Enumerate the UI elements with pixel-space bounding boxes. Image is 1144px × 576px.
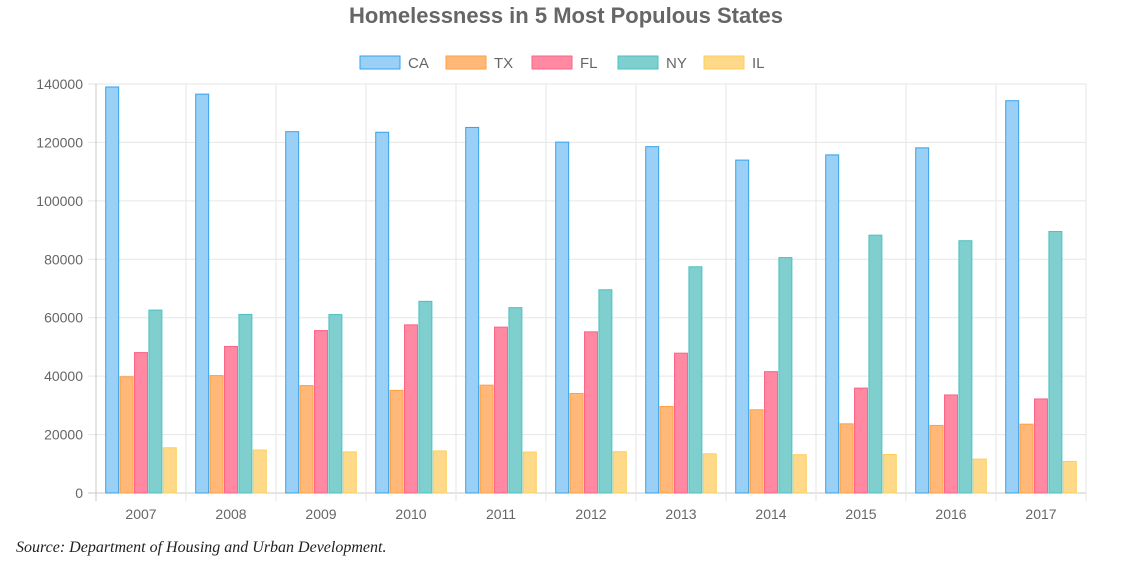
legend-swatch-il [703,55,745,70]
x-tick-label: 2011 [486,506,516,522]
y-tick-label: 40000 [44,368,83,384]
bar-tx-2009 [299,385,314,494]
bar-il-2007 [162,447,177,494]
bar-ny-2009 [328,314,343,494]
bar-ca-2007 [105,86,120,494]
bar-tx-2015 [839,423,854,494]
bar-tx-2010 [389,389,404,494]
x-tick-label: 2017 [1025,506,1056,522]
x-tick-label: 2016 [935,506,966,522]
bar-tx-2012 [569,393,584,494]
bar-fl-2009 [314,330,328,494]
x-tick-label: 2009 [305,506,336,522]
gridlines [88,83,1087,501]
bar-il-2016 [972,458,987,494]
bar-tx-2011 [479,384,494,494]
legend-label-ca: CA [408,55,429,72]
bar-fl-2017 [1034,398,1048,494]
x-tick-label: 2015 [845,506,876,522]
legend-label-tx: TX [494,55,513,72]
legend: CA TX FL NY IL [359,55,765,72]
bar-ny-2007 [148,309,163,494]
bar-ca-2015 [825,154,840,494]
y-tick-label: 140000 [36,76,83,92]
bar-ny-2014 [778,257,793,494]
legend-swatch-fl [531,55,573,70]
y-tick-label: 120000 [36,134,83,150]
y-tick-label: 20000 [44,427,83,443]
bar-il-2010 [432,450,447,494]
chart-title: Homelessness in 5 Most Populous States [349,3,783,28]
bar-ny-2012 [598,289,613,494]
bar-fl-2011 [494,326,508,494]
y-axis: 0 20000 40000 60000 80000 100000 120000 140000 [36,76,83,501]
bar-fl-2013 [674,352,688,494]
bar-il-2011 [522,451,537,494]
bar-ny-2011 [508,307,523,494]
bar-ca-2011 [465,126,480,494]
bar-ca-2017 [1005,100,1020,494]
bar-tx-2014 [749,409,764,494]
y-tick-label: 60000 [44,310,83,326]
x-tick-label: 2013 [665,506,696,522]
chart: Homelessness in 5 Most Populous States C… [36,3,1087,522]
bar-il-2008 [252,449,267,494]
bar-ca-2013 [645,146,660,494]
source-note: Source: Department of Housing and Urban … [16,539,387,556]
bar-il-2014 [792,454,807,494]
bar-il-2009 [342,451,357,494]
bar-fl-2014 [764,371,778,494]
bar-tx-2008 [209,375,224,494]
legend-label-ny: NY [666,55,687,72]
legend-swatch-tx [445,55,487,70]
y-tick-label: 100000 [36,193,83,209]
bars [105,86,1077,494]
bar-ny-2015 [868,234,883,494]
bar-ny-2017 [1048,231,1063,494]
bar-il-2013 [702,453,717,494]
bar-ny-2008 [238,313,253,494]
bar-ca-2012 [555,141,570,494]
legend-label-fl: FL [580,55,598,72]
bar-ca-2010 [375,131,390,494]
bar-il-2012 [612,451,627,494]
x-tick-label: 2014 [755,506,786,522]
bar-tx-2007 [119,376,134,494]
bar-tx-2016 [929,424,944,494]
bar-ca-2009 [285,131,300,494]
legend-label-il: IL [752,55,765,72]
bar-ca-2008 [195,93,210,494]
x-axis: 2007 2008 2009 2010 2011 2012 2013 2014 2015 2016… [125,506,1056,522]
bar-fl-2008 [224,345,238,494]
bar-fl-2015 [854,387,868,494]
bar-il-2017 [1062,460,1077,494]
bar-fl-2012 [584,331,598,494]
legend-swatch-ny [617,55,659,70]
x-tick-label: 2008 [215,506,246,522]
bar-ny-2010 [418,300,433,494]
x-tick-label: 2012 [575,506,606,522]
bar-tx-2017 [1019,423,1034,494]
bar-fl-2016 [944,394,958,494]
bar-fl-2010 [404,324,418,494]
legend-swatch-ca [359,55,401,70]
x-tick-label: 2007 [125,506,156,522]
y-tick-label: 80000 [44,251,83,267]
bar-ny-2016 [958,240,973,494]
x-tick-label: 2010 [395,506,426,522]
bar-tx-2013 [659,405,674,494]
bar-fl-2007 [134,352,148,494]
bar-ny-2013 [688,266,703,494]
bar-ca-2016 [915,147,930,494]
bar-il-2015 [882,454,897,494]
y-tick-label: 0 [75,485,83,501]
bar-ca-2014 [735,159,750,494]
